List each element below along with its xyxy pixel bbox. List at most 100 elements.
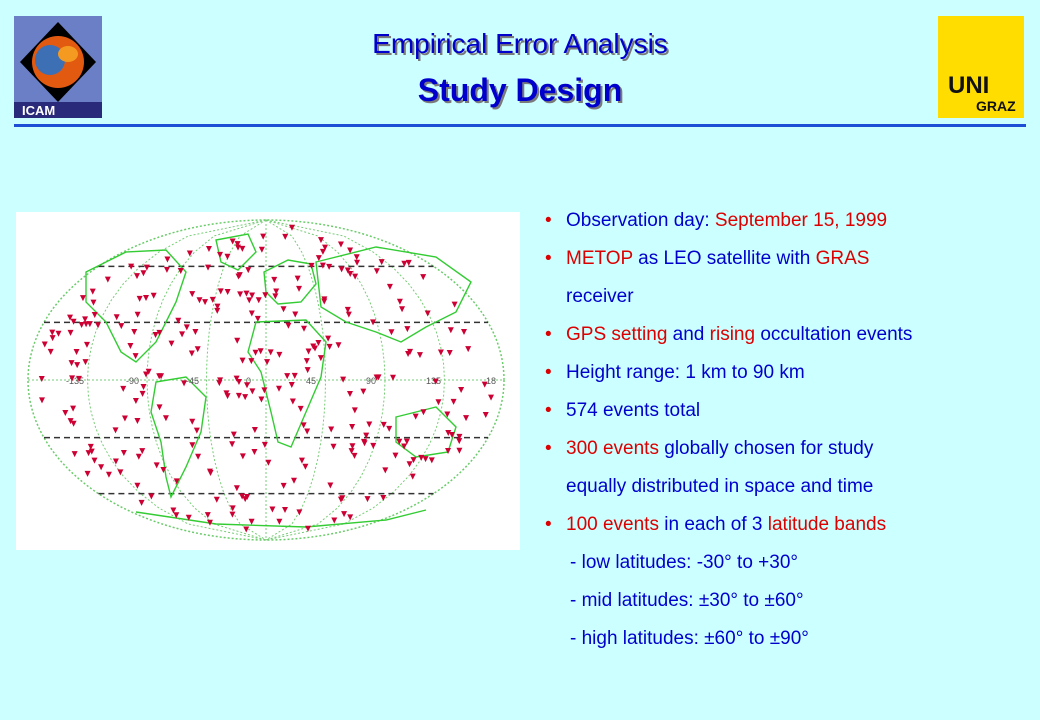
occultation-event-marker [38, 397, 45, 404]
bullet-line: • METOP as LEO satellite with GRAS [545, 248, 869, 270]
occultation-event-marker [89, 288, 96, 295]
occultation-event-marker [315, 255, 322, 262]
occultation-event-marker [451, 301, 458, 308]
occultation-event-marker [409, 473, 416, 480]
occultation-event-marker [252, 349, 259, 356]
occultation-event-marker [401, 443, 408, 450]
bullet-line: • 300 events globally chosen for study [545, 438, 873, 460]
occultation-event-marker [202, 299, 209, 306]
occultation-event-marker [326, 343, 333, 350]
occultation-event-marker [386, 425, 393, 432]
occultation-event-marker [234, 241, 241, 248]
occultation-event-marker [410, 457, 417, 464]
occultation-event-marker [349, 443, 356, 450]
occultation-event-marker [71, 451, 78, 458]
occultation-event-marker [213, 496, 220, 503]
occultation-event-marker [98, 464, 105, 471]
occultation-event-marker [156, 404, 163, 411]
occultation-event-marker [416, 352, 423, 359]
occultation-event-marker [375, 374, 382, 381]
occultation-event-marker [437, 349, 444, 356]
bullet-dot-icon: • [545, 210, 552, 231]
occultation-event-marker [67, 314, 74, 321]
occultation-event-marker [346, 390, 353, 397]
occultation-event-marker [175, 317, 182, 324]
bullet-text: September 15, 1999 [714, 210, 888, 231]
occultation-event-marker [75, 375, 82, 382]
occultation-event-marker [243, 290, 250, 297]
occultation-event-marker [138, 499, 145, 506]
occultation-event-marker [284, 373, 291, 380]
occultation-event-marker [328, 426, 335, 433]
occultation-event-marker [67, 329, 74, 336]
occultation-event-marker [195, 453, 202, 460]
occultation-event-marker [302, 463, 309, 470]
occultation-event-marker [262, 292, 269, 299]
occultation-event-marker [344, 267, 351, 274]
occultation-event-marker [281, 506, 288, 513]
occultation-event-marker [348, 448, 355, 455]
occultation-event-marker [370, 319, 377, 326]
occultation-event-marker [229, 238, 236, 245]
occultation-event-marker [143, 371, 150, 378]
occultation-event-marker [354, 259, 361, 266]
bullet-dot-icon: • [545, 514, 552, 535]
occultation-event-marker [134, 417, 141, 424]
occultation-event-marker [269, 506, 276, 513]
occultation-event-marker [121, 415, 128, 422]
longitude-label: -135 [66, 376, 84, 386]
occultation-event-marker [249, 292, 256, 299]
occultation-event-marker [205, 245, 212, 252]
occultation-event-marker [70, 318, 77, 325]
occultation-event-marker [112, 427, 119, 434]
occultation-event-marker [139, 390, 146, 397]
icam-logo: ICAM [14, 16, 102, 118]
occultation-event-marker [95, 322, 102, 329]
longitude-label: -90 [126, 376, 139, 386]
occultation-event-marker [392, 452, 399, 459]
occultation-event-marker [248, 518, 255, 525]
occultation-event-marker [260, 233, 267, 240]
bullet-text: Observation day: [566, 210, 715, 231]
occultation-event-marker [120, 449, 127, 456]
occultation-event-marker [388, 329, 395, 336]
occultation-event-marker [234, 337, 241, 344]
bullet-line: • 100 events in each of 3 latitude bands [545, 514, 886, 536]
occultation-event-marker [140, 270, 147, 277]
occultation-event-marker [73, 349, 80, 356]
occultation-event-marker [134, 482, 141, 489]
occultation-event-marker [345, 311, 352, 318]
occultation-event-marker [251, 426, 258, 433]
occultation-event-marker [265, 459, 272, 466]
occultation-event-marker [403, 438, 410, 445]
occultation-event-marker [131, 329, 138, 336]
occultation-event-marker [296, 509, 303, 516]
occultation-event-marker [322, 244, 329, 251]
occultation-event-marker [224, 253, 231, 260]
occultation-event-marker [223, 390, 230, 397]
occultation-event-marker [205, 264, 212, 271]
occultation-event-marker [217, 377, 224, 384]
occultation-event-marker [120, 385, 127, 392]
occultation-event-marker [338, 266, 345, 273]
occultation-event-marker [448, 432, 455, 439]
occultation-event-marker [317, 355, 324, 362]
occultation-event-marker [163, 266, 170, 273]
occultation-event-marker [179, 331, 186, 338]
occultation-event-marker [139, 448, 146, 455]
bullet-dot-icon: • [545, 248, 552, 269]
occultation-event-marker [366, 421, 373, 428]
occultation-event-marker [246, 297, 253, 304]
occultation-event-marker [290, 477, 297, 484]
occultation-event-marker [85, 450, 92, 457]
bullet-line: equally distributed in space and time [566, 476, 874, 497]
bullet-line: • GPS setting and rising occultation even… [545, 324, 912, 346]
occultation-event-marker [150, 292, 157, 299]
occultation-event-marker [132, 397, 139, 404]
occultation-event-marker [237, 291, 244, 298]
occultation-event-marker [255, 297, 262, 304]
occultation-event-marker [112, 458, 119, 465]
occultation-event-marker [135, 453, 142, 460]
occultation-event-marker [156, 329, 163, 336]
occultation-event-marker [192, 329, 199, 336]
